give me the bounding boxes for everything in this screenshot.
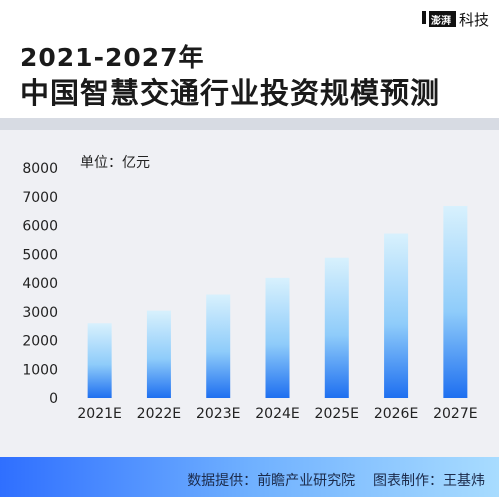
x-tick-label: 2021E [77, 406, 121, 422]
bars [87, 205, 468, 398]
chart-panel [0, 130, 499, 457]
bar-2024E [265, 277, 290, 398]
x-tick-label: 2026E [374, 406, 418, 422]
source-label: 数据提供： [187, 473, 258, 489]
footer-bar: 数据提供：前瞻产业研究院 图表制作：王基炜 [0, 457, 499, 497]
bar-2021E [87, 323, 112, 398]
source-value: 前瞻产业研究院 [257, 473, 356, 489]
brand-name: 科技 [458, 10, 489, 29]
maker-value: 王基炜 [443, 473, 485, 489]
title-line-1: 2021-2027年 [20, 43, 205, 72]
footer-credits: 数据提供：前瞻产业研究院 图表制作：王基炜 [187, 470, 485, 490]
y-axis: 0 1000 2000 3000 4000 5000 6000 7000 8000 [22, 161, 58, 407]
bar-2027E [443, 205, 468, 398]
x-tick-label: 2022E [137, 406, 181, 422]
y-tick-label: 1000 [22, 362, 58, 378]
y-tick-label: 3000 [22, 305, 58, 321]
header: 2021-2027年 中国智慧交通行业投资规模预测 澎湃 科技 [0, 0, 499, 118]
y-tick-label: 5000 [22, 247, 58, 263]
bar-2023E [206, 294, 231, 398]
title-line-2: 中国智慧交通行业投资规模预测 [20, 76, 441, 110]
y-tick-label: 2000 [22, 334, 58, 350]
y-tick-label: 4000 [22, 276, 58, 292]
maker-label: 图表制作： [373, 473, 443, 489]
x-tick-label: 2023E [196, 406, 240, 422]
y-tick-label: 6000 [22, 219, 58, 235]
x-tick-label: 2024E [255, 406, 299, 422]
divider-band [0, 118, 499, 130]
brand-logo: 澎湃 科技 [421, 8, 489, 30]
brand-logo-text: 澎湃 [430, 16, 451, 27]
y-tick-label: 7000 [22, 190, 58, 206]
brand-mark-icon: 澎湃 [421, 8, 456, 30]
bar-2025E [324, 257, 349, 398]
bar-2022E [146, 310, 171, 398]
y-tick-label: 0 [49, 391, 58, 407]
bar-2026E [384, 233, 409, 398]
x-tick-label: 2025E [315, 406, 359, 422]
x-axis: 2021E 2022E 2023E 2024E 2025E 2026E 2027E [77, 406, 477, 422]
x-tick-label: 2027E [433, 406, 477, 422]
y-tick-label: 8000 [22, 161, 58, 177]
unit-label: 单位：亿元 [80, 155, 150, 171]
